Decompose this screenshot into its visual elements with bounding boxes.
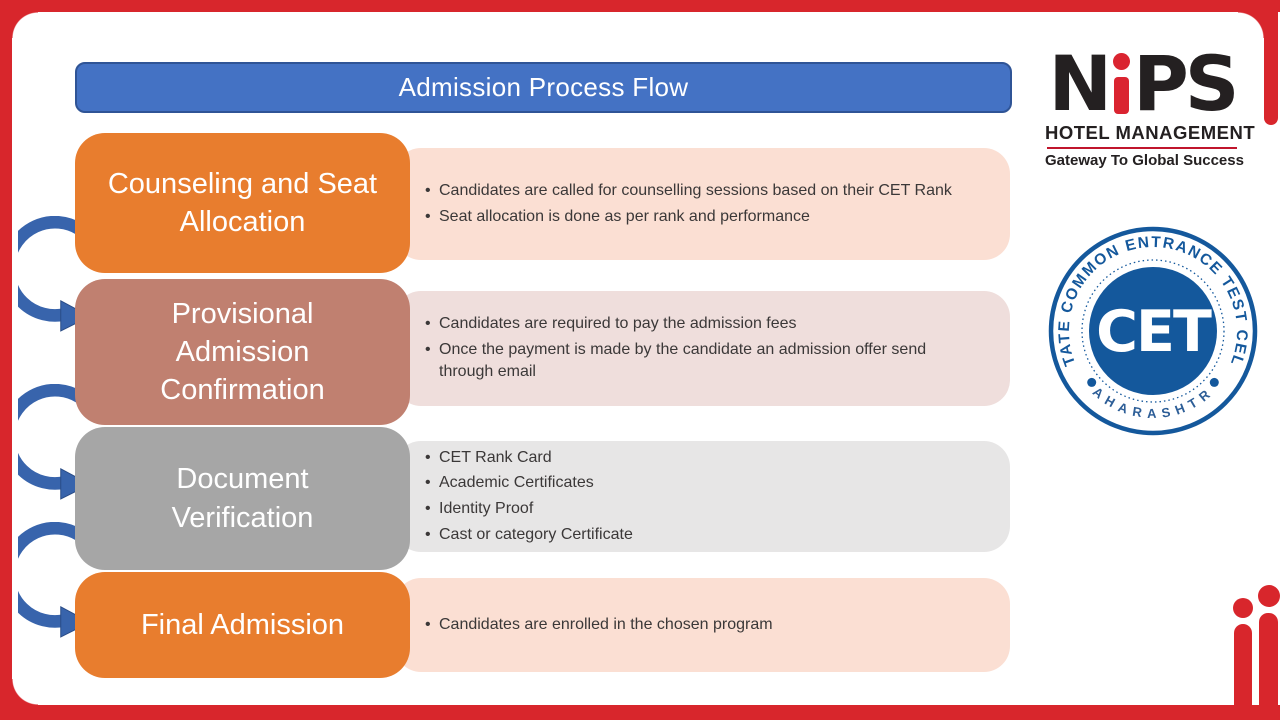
nips-logo: N PS HOTEL MANAGEMENT Gateway To Global … <box>1045 36 1256 169</box>
step-detail-panel: Candidates are required to pay the admis… <box>395 291 1010 406</box>
frame-top-border <box>0 0 1280 12</box>
step-detail-panel: Candidates are enrolled in the chosen pr… <box>395 578 1010 672</box>
bullet-item: Identity Proof <box>425 498 633 521</box>
step-box-final-admission: Final Admission <box>75 572 410 678</box>
bullet-item: Seat allocation is done as per rank and … <box>425 206 952 229</box>
frame-left-border <box>0 0 12 720</box>
bullet-item: Candidates are enrolled in the chosen pr… <box>425 614 773 637</box>
cet-seal-logo: STATE COMMON ENTRANCE TEST CELL MAHARASH… <box>1046 224 1258 436</box>
nips-red-i-icon <box>1113 53 1131 114</box>
step-detail-panel: Candidates are called for counselling se… <box>395 148 1010 260</box>
bullet-item: Once the payment is made by the candidat… <box>425 339 962 384</box>
step-detail-panel: CET Rank Card Academic Certificates Iden… <box>395 441 1010 552</box>
cet-seal-dot-icon <box>1209 377 1219 387</box>
nips-wordmark: N PS <box>1045 36 1239 128</box>
step-label: Provisional Admission Confirmation <box>160 297 325 407</box>
decoration-bar <box>1234 624 1252 706</box>
nips-wordmark-ps: PS <box>1133 38 1239 128</box>
step-box-counseling: Counseling and Seat Allocation <box>75 133 410 273</box>
nips-divider-line <box>1047 147 1237 149</box>
frame-corner-top-left <box>12 12 38 38</box>
decoration-dot-icon <box>1258 585 1280 607</box>
cet-monogram: CET <box>1096 299 1212 365</box>
step-box-document-verification: Document Verification <box>75 427 410 570</box>
step-label: Counseling and Seat Allocation <box>107 167 378 238</box>
frame-corner-bottom-left <box>12 679 38 705</box>
bullet-item: CET Rank Card <box>425 447 633 470</box>
decoration-dot-icon <box>1233 598 1253 618</box>
nips-wordmark-n: N <box>1048 38 1112 128</box>
bullet-item: Academic Certificates <box>425 472 633 495</box>
nips-hotel-management-text: HOTEL MANAGEMENT <box>1045 122 1256 143</box>
slide-title-banner: Admission Process Flow <box>75 62 1012 113</box>
bullet-item: Candidates are called for counselling se… <box>425 180 952 203</box>
cet-seal-dot-icon <box>1087 377 1097 387</box>
decoration-bar <box>1259 613 1278 720</box>
bullet-item: Candidates are required to pay the admis… <box>425 313 962 336</box>
step-label: Final Admission <box>140 608 345 641</box>
step-label: Document Verification <box>171 463 314 534</box>
frame-right-border-segment <box>1264 0 1278 125</box>
step-box-provisional-admission: Provisional Admission Confirmation <box>75 279 410 425</box>
slide-title: Admission Process Flow <box>398 72 689 102</box>
bullet-item: Cast or category Certificate <box>425 524 633 547</box>
frame-bottom-border <box>0 705 1280 720</box>
nips-tagline: Gateway To Global Success <box>1045 152 1244 169</box>
frame-corner-top-right <box>1238 12 1264 38</box>
